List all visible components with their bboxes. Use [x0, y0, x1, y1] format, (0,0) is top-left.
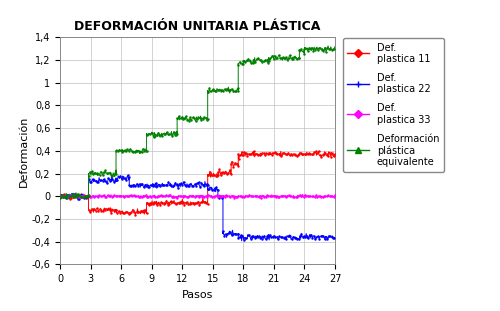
Legend: Def.
plastica 11, Def.
plastica 22, Def.
plastica 33, Deformación
plástica
equiv: Def. plastica 11, Def. plastica 22, Def.…	[342, 38, 444, 172]
Title: DEFORMACIÓN UNITARIA PLÁSTICA: DEFORMACIÓN UNITARIA PLÁSTICA	[74, 21, 320, 33]
X-axis label: Pasos: Pasos	[182, 290, 213, 299]
Y-axis label: Deformación: Deformación	[18, 115, 28, 187]
